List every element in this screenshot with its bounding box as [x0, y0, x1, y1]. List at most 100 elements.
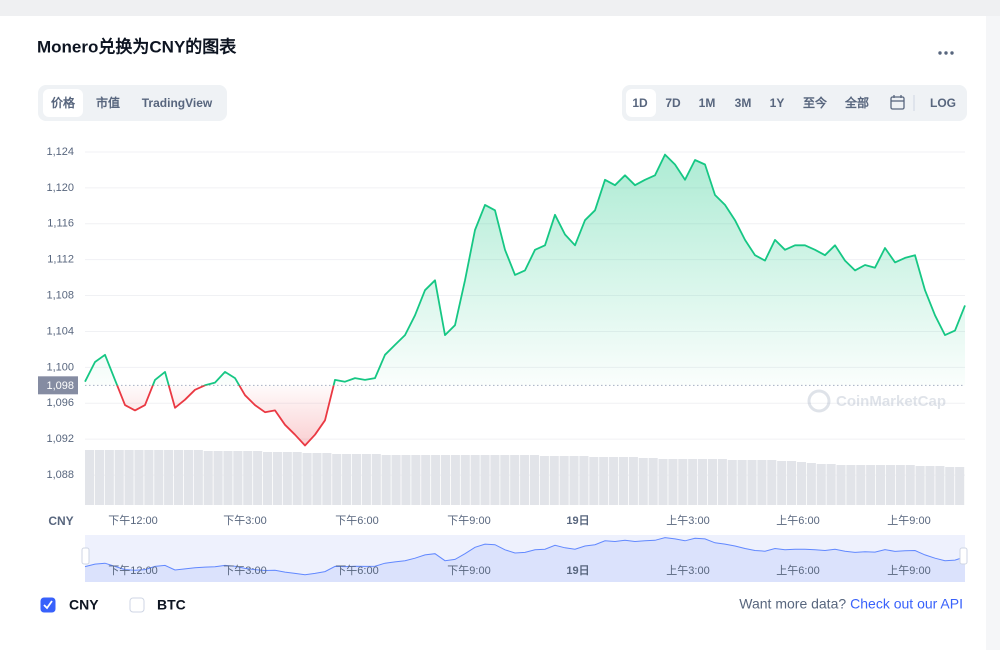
watermark-text: CoinMarketCap [836, 393, 946, 410]
volume-bar [183, 450, 193, 505]
volume-bar [460, 455, 470, 505]
volume-bar [727, 460, 737, 505]
volume-bar [233, 451, 243, 505]
volume-bar [688, 459, 698, 505]
volume-bar [302, 453, 312, 505]
volume-bar [381, 455, 391, 505]
volume-bar [480, 455, 490, 505]
volume-bar [707, 459, 718, 505]
range-active-bg [626, 89, 656, 117]
range-button[interactable]: 7D [665, 96, 681, 110]
volume-bar [549, 456, 559, 505]
x-tick-label: 下午9:00 [447, 514, 490, 527]
range-button[interactable]: 全部 [844, 95, 869, 110]
volume-bar [866, 465, 876, 505]
volume-bar [401, 455, 411, 505]
y-tick-label: 1,120 [46, 182, 74, 194]
volume-bar [668, 459, 678, 505]
baseline-label: 1,098 [46, 380, 74, 392]
volume-bar [391, 455, 401, 505]
volume-bar [846, 465, 856, 505]
volume-bar [253, 451, 263, 505]
volume-bar [85, 450, 95, 505]
y-tick-label: 1,116 [47, 218, 74, 230]
calendar-icon[interactable] [890, 95, 905, 110]
volume-bar [816, 464, 826, 505]
navigator-handle[interactable] [81, 547, 90, 565]
y-tick-label: 1,088 [46, 469, 74, 481]
price-line [84, 153, 966, 447]
tab[interactable]: TradingView [142, 96, 213, 110]
y-tick-label: 1,124 [46, 146, 74, 158]
navigator-tick-label: 下午6:00 [335, 564, 378, 577]
volume-bar [223, 451, 233, 505]
volume-bar [342, 454, 352, 505]
volume-bar [618, 457, 629, 505]
volume-bar [164, 450, 174, 505]
top-strip [0, 0, 1000, 16]
navigator-tick-label: 上午6:00 [776, 564, 819, 577]
watermark: CoinMarketCap [807, 389, 946, 413]
navigator-tick-label: 下午9:00 [447, 564, 490, 577]
volume-bar [767, 460, 777, 505]
x-tick-label: 下午12:00 [108, 514, 158, 527]
volume-bar [737, 460, 747, 505]
volume-bar [421, 455, 431, 505]
x-tick-label: 下午3:00 [223, 514, 266, 527]
navigator-tick-label: 下午3:00 [223, 564, 266, 577]
volume-bar [510, 455, 520, 505]
volume-bar [559, 456, 569, 505]
legend-checkbox[interactable] [129, 597, 145, 613]
price-area [85, 154, 965, 446]
volume-bar [925, 466, 935, 505]
more-menu[interactable] [938, 51, 954, 55]
volume-bar [698, 459, 708, 505]
volume-bar [332, 454, 342, 505]
volume-bar [173, 450, 184, 505]
volume-bar [609, 457, 619, 505]
volume-bar [747, 460, 757, 505]
range-button[interactable]: 1Y [770, 96, 785, 110]
tab[interactable]: 价格 [51, 95, 76, 110]
title: Monero兑换为CNY的图表 [37, 36, 237, 56]
range-button[interactable]: 3M [735, 96, 752, 110]
volume-bar [787, 461, 797, 505]
range-button[interactable]: 至今 [803, 95, 828, 110]
navigator-handle[interactable] [959, 547, 968, 565]
volume-bar [124, 450, 134, 505]
volume-bar [94, 450, 104, 505]
volume-bar [272, 452, 282, 505]
volume-bar [895, 465, 905, 505]
legend-checkbox[interactable] [40, 597, 56, 613]
tab[interactable]: 市值 [96, 95, 120, 110]
volume-bar [193, 450, 203, 505]
navigator-tick-label: 上午9:00 [887, 564, 930, 577]
x-tick-label: 上午3:00 [666, 514, 709, 527]
navigator-tick-label: 下午12:00 [108, 564, 158, 577]
volume-bar [351, 454, 362, 505]
range-button[interactable]: 1M [699, 96, 716, 110]
legend-label[interactable]: BTC [157, 597, 186, 613]
navigator-line [84, 537, 966, 576]
volume-bar [529, 455, 540, 505]
tab-active-bg [43, 89, 83, 117]
volume-bar [371, 454, 381, 505]
x-tick-label: 19日 [566, 514, 589, 527]
navigator-tick-label: 19日 [566, 564, 589, 577]
volume-bar [885, 465, 895, 505]
volume-bar [431, 455, 441, 505]
y-tick-label: 1,096 [46, 397, 74, 409]
volume-bar [589, 457, 599, 505]
y-tick-label: 1,104 [46, 325, 74, 337]
volume-bar [134, 450, 144, 505]
footer-text: Want more data? [739, 596, 846, 612]
range-button[interactable]: 1D [632, 96, 648, 110]
api-link[interactable]: Check out our API [850, 596, 963, 612]
volume-bar [292, 452, 302, 505]
log-button[interactable]: LOG [930, 96, 956, 110]
volume-bar [678, 459, 688, 505]
volume-bar [648, 458, 658, 505]
legend-label[interactable]: CNY [69, 597, 99, 613]
volume-bar [628, 457, 638, 505]
